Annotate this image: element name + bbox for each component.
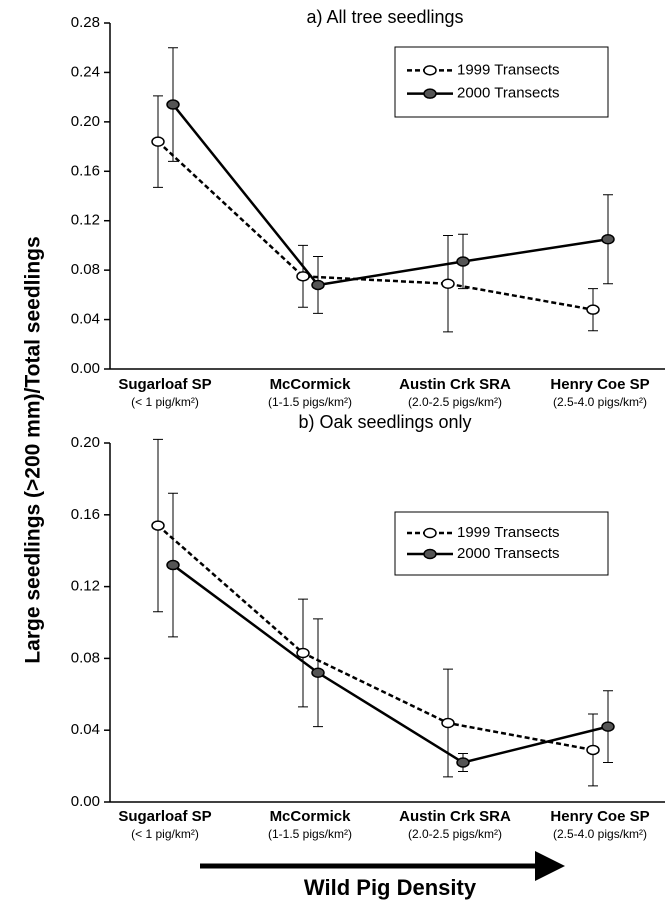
data-point [166, 99, 180, 110]
x-tick-note: (2.5-4.0 pigs/km²) [553, 395, 647, 409]
y-tick-label: 0.12 [71, 212, 100, 229]
legend-box [394, 511, 609, 576]
y-tick-label: 0.16 [71, 162, 100, 179]
data-point [441, 717, 455, 729]
legend-box [394, 46, 609, 118]
y-tick-label: 0.28 [71, 14, 100, 31]
data-point [601, 234, 615, 245]
data-point [311, 279, 325, 291]
x-tick-label: McCormick [270, 808, 352, 825]
x-tick-note: (1-1.5 pigs/km²) [268, 395, 352, 409]
data-point [166, 559, 180, 571]
x-tick-label: Sugarloaf SP [118, 376, 211, 393]
legend-label: 2000 Transects [457, 545, 560, 562]
y-tick-label: 0.24 [71, 63, 100, 80]
legend-marker [423, 527, 437, 539]
x-tick-note: (2.0-2.5 pigs/km²) [408, 827, 502, 841]
y-tick-label: 0.04 [71, 311, 100, 328]
x-tick-label: Austin Crk SRA [399, 808, 511, 825]
y-tick-label: 0.08 [71, 649, 100, 666]
x-tick-label: Sugarloaf SP [118, 808, 211, 825]
data-point [601, 721, 615, 732]
series-line [172, 103, 609, 287]
x-tick-label: Henry Coe SP [550, 808, 649, 825]
data-point [456, 256, 470, 267]
legend-label: 2000 Transects [457, 85, 560, 102]
data-point [296, 647, 310, 659]
x-tick-note: (< 1 pig/km²) [131, 395, 199, 409]
legend-label: 1999 Transects [457, 524, 560, 541]
data-point [441, 278, 455, 289]
x-tick-note: (2.0-2.5 pigs/km²) [408, 395, 502, 409]
y-tick-label: 0.04 [71, 721, 100, 738]
x-tick-label: Austin Crk SRA [399, 376, 511, 393]
y-tick-label: 0.08 [71, 261, 100, 278]
y-tick-label: 0.20 [71, 434, 100, 451]
y-tick-label: 0.20 [71, 113, 100, 130]
y-axis-label: Large seedlings (>200 mm)/Total seedling… [22, 236, 45, 663]
x-tick-note: (1-1.5 pigs/km²) [268, 827, 352, 841]
x-tick-note: (< 1 pig/km²) [131, 827, 199, 841]
legend-marker [423, 65, 437, 76]
data-point [456, 757, 470, 768]
x-tick-note: (2.5-4.0 pigs/km²) [553, 827, 647, 841]
series-line [172, 564, 609, 764]
data-point [296, 271, 310, 282]
x-tick-label: McCormick [270, 376, 352, 393]
chart-title: b) Oak seedlings only [298, 412, 471, 432]
y-tick-label: 0.00 [71, 360, 100, 377]
y-tick-label: 0.16 [71, 506, 100, 523]
x-tick-label: Henry Coe SP [550, 376, 649, 393]
data-point [586, 304, 600, 315]
data-point [586, 744, 600, 756]
legend-label: 1999 Transects [457, 61, 560, 78]
series-line [157, 140, 594, 311]
y-tick-label: 0.00 [71, 793, 100, 810]
legend-marker [423, 548, 437, 560]
data-point [151, 520, 165, 531]
series-line [157, 524, 594, 752]
data-point [311, 667, 325, 679]
legend-marker [423, 88, 437, 99]
data-point [151, 136, 165, 147]
y-tick-label: 0.12 [71, 578, 100, 595]
chart-title: a) All tree seedlings [306, 7, 463, 27]
x-axis-label: Wild Pig Density [304, 875, 477, 900]
